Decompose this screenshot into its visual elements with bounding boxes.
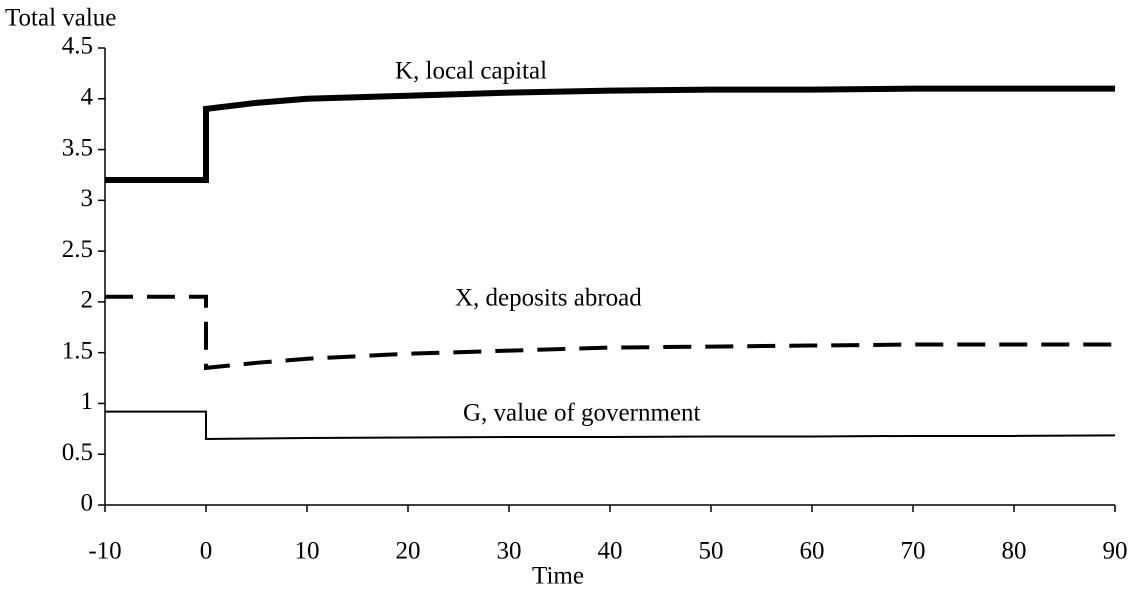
x-axis-label: Time: [532, 563, 584, 590]
x-tick-label: 10: [295, 538, 320, 565]
series-label: K, local capital: [395, 58, 547, 85]
y-tick-label: 3.5: [62, 134, 93, 161]
y-axis-label: Total value: [5, 5, 116, 32]
series-line: [105, 85, 1115, 184]
x-tick-label: 90: [1103, 538, 1128, 565]
x-tick-label: 20: [396, 538, 421, 565]
series-line: [105, 410, 1116, 440]
series-label: X, deposits abroad: [455, 285, 642, 312]
y-tick-label: 1.5: [62, 337, 93, 364]
x-tick-label: 70: [901, 538, 926, 565]
x-tick-label: 30: [497, 538, 522, 565]
y-tick-label: 2: [81, 287, 94, 314]
y-tick-label: 1: [81, 388, 94, 415]
y-tick-label: 2.5: [62, 236, 93, 263]
x-tick-label: 40: [598, 538, 623, 565]
x-tick-label: -10: [88, 538, 121, 565]
x-tick-label: 60: [800, 538, 825, 565]
y-tick-label: 3: [81, 185, 94, 212]
series-line: [105, 294, 1115, 371]
y-tick-label: 4.5: [62, 33, 93, 60]
x-tick-label: 80: [1002, 538, 1027, 565]
x-tick-label: 50: [699, 538, 724, 565]
series-label: G, value of government: [463, 400, 700, 427]
y-tick-label: 0: [81, 490, 94, 517]
y-tick-label: 0.5: [62, 439, 93, 466]
y-tick-label: 4: [81, 84, 94, 111]
x-tick-label: 0: [200, 538, 213, 565]
